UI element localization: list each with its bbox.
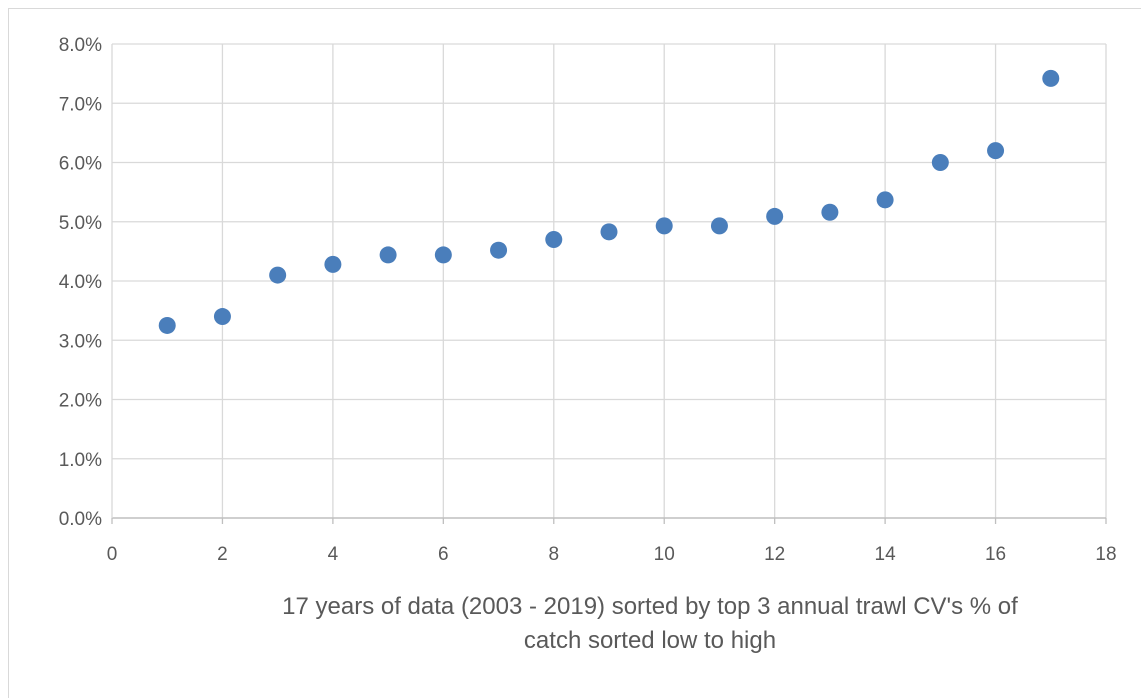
y-tick-label: 6.0% <box>59 154 102 175</box>
data-point <box>821 203 839 221</box>
data-point <box>545 231 563 249</box>
data-point <box>213 308 231 326</box>
y-tick-label: 5.0% <box>59 213 102 234</box>
tick-labels: 0.0% 1.0% 2.0% 3.0% 4.0% 5.0% 6.0% 7.0% 8.0% 0 2 4 6… <box>59 35 1117 565</box>
x-tick-label: 6 <box>438 544 449 565</box>
y-tick-label: 0.0% <box>59 509 102 530</box>
y-tick-label: 3.0% <box>59 331 102 352</box>
x-axis-title-line-2: catch sorted low to high <box>524 627 776 654</box>
data-point <box>987 142 1005 160</box>
x-tick-label: 0 <box>107 544 118 565</box>
grid-layer <box>112 43 1107 518</box>
x-tick-label: 16 <box>985 544 1006 565</box>
data-point <box>269 266 287 284</box>
data-point <box>931 154 949 171</box>
x-tick-label: 2 <box>217 544 228 565</box>
y-tick-label: 7.0% <box>59 94 102 115</box>
y-tick-label: 4.0% <box>59 272 102 293</box>
x-axis-title-line-1: 17 years of data (2003 - 2019) sorted by… <box>282 593 1018 620</box>
data-point <box>766 207 784 225</box>
data-point <box>434 246 452 264</box>
data-point <box>876 191 894 209</box>
data-point <box>324 255 342 273</box>
chart-frame <box>8 8 1141 698</box>
x-tick-label: 10 <box>654 544 675 565</box>
x-tick-label: 4 <box>328 544 339 565</box>
data-point <box>1042 69 1060 87</box>
x-tick-label: 8 <box>548 544 559 565</box>
data-point <box>490 241 508 259</box>
y-tick-label: 1.0% <box>59 450 102 471</box>
data-point <box>600 223 618 241</box>
data-points <box>158 69 1060 334</box>
axis-layer <box>111 44 1107 524</box>
y-tick-label: 2.0% <box>59 391 102 412</box>
data-point <box>158 316 176 334</box>
x-tick-label: 14 <box>875 544 897 565</box>
x-axis-title: 17 years of data (2003 - 2019) sorted by… <box>282 593 1018 654</box>
data-point <box>379 246 397 264</box>
y-tick-label: 8.0% <box>59 35 102 56</box>
data-point <box>710 217 728 235</box>
data-point <box>655 217 673 235</box>
x-tick-label: 12 <box>764 544 785 565</box>
x-tick-label: 18 <box>1095 544 1116 565</box>
